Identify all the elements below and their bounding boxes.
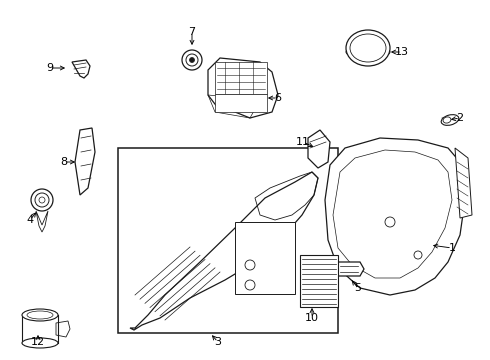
Polygon shape	[455, 148, 472, 218]
Polygon shape	[334, 262, 364, 276]
Bar	[300, 255, 338, 307]
Text: 10: 10	[305, 313, 319, 323]
Bar	[215, 94, 267, 112]
Polygon shape	[75, 128, 95, 195]
Circle shape	[31, 189, 53, 211]
Text: 7: 7	[189, 27, 196, 37]
Circle shape	[39, 197, 45, 203]
Text: 6: 6	[274, 93, 281, 103]
Bar	[235, 222, 295, 294]
Text: 4: 4	[26, 215, 33, 225]
Polygon shape	[36, 211, 48, 232]
Ellipse shape	[22, 338, 58, 348]
Bar	[118, 148, 338, 333]
Circle shape	[182, 50, 202, 70]
Polygon shape	[308, 130, 330, 168]
Circle shape	[385, 217, 395, 227]
Text: 3: 3	[215, 337, 221, 347]
Ellipse shape	[27, 311, 53, 319]
Text: 9: 9	[47, 63, 53, 73]
Circle shape	[35, 193, 49, 207]
Bar	[215, 62, 267, 94]
Ellipse shape	[350, 34, 386, 62]
Ellipse shape	[22, 309, 58, 321]
Ellipse shape	[346, 30, 390, 66]
Polygon shape	[72, 60, 90, 78]
Ellipse shape	[441, 114, 459, 125]
Polygon shape	[56, 321, 70, 337]
Circle shape	[190, 58, 195, 63]
Polygon shape	[208, 58, 278, 118]
Text: 11: 11	[296, 137, 310, 147]
Polygon shape	[130, 172, 318, 330]
Text: 13: 13	[395, 47, 409, 57]
Text: 5: 5	[354, 283, 362, 293]
Circle shape	[245, 260, 255, 270]
Ellipse shape	[346, 46, 390, 58]
Circle shape	[414, 251, 422, 259]
Text: 12: 12	[31, 337, 45, 347]
Circle shape	[186, 54, 198, 66]
Text: 1: 1	[448, 243, 456, 253]
Ellipse shape	[443, 117, 451, 123]
Text: 2: 2	[457, 113, 464, 123]
Polygon shape	[325, 138, 465, 295]
Circle shape	[245, 280, 255, 290]
Text: 8: 8	[60, 157, 68, 167]
